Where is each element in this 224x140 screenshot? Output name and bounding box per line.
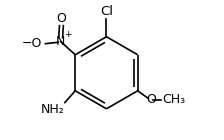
- Text: O: O: [146, 93, 156, 106]
- Text: O: O: [56, 12, 66, 25]
- Text: Cl: Cl: [100, 5, 113, 18]
- Text: NH₂: NH₂: [40, 103, 64, 116]
- Text: N: N: [56, 35, 65, 48]
- Text: CH₃: CH₃: [163, 93, 186, 106]
- Text: +: +: [64, 30, 71, 38]
- Text: −O: −O: [22, 37, 42, 50]
